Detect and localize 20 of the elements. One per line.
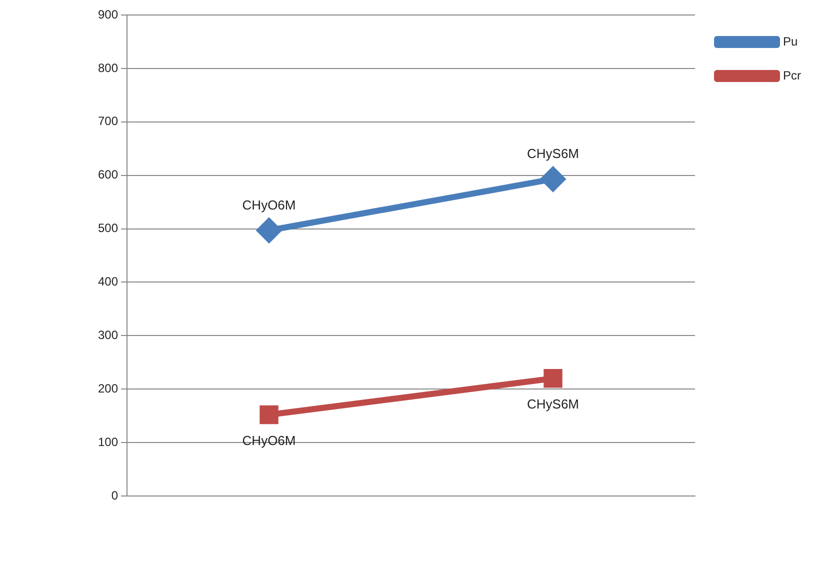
- point: [260, 405, 278, 424]
- y-tick-label: 0: [111, 488, 118, 502]
- point: [541, 167, 566, 192]
- y-tick-label: 700: [98, 114, 118, 128]
- point: [544, 369, 562, 388]
- point: [257, 218, 282, 242]
- y-tick-label: 500: [98, 221, 118, 236]
- legend-label: Pu: [783, 34, 798, 48]
- y-tick-label: 600: [98, 168, 118, 182]
- data-label: CHyS6M: [527, 396, 580, 412]
- y-tick-label: 200: [98, 381, 118, 396]
- data-label: CHyO6M: [242, 197, 296, 212]
- y-tick-label: 300: [98, 328, 118, 342]
- data-label: CHyS6M: [527, 146, 580, 162]
- y-tick-label: 100: [98, 434, 118, 449]
- y-tick-label: 800: [98, 60, 118, 75]
- y-tick-label: 900: [98, 7, 118, 22]
- y-tick-label: 400: [98, 274, 118, 289]
- data-label: CHyO6M: [242, 432, 296, 448]
- legend-label: Pcr: [783, 68, 802, 82]
